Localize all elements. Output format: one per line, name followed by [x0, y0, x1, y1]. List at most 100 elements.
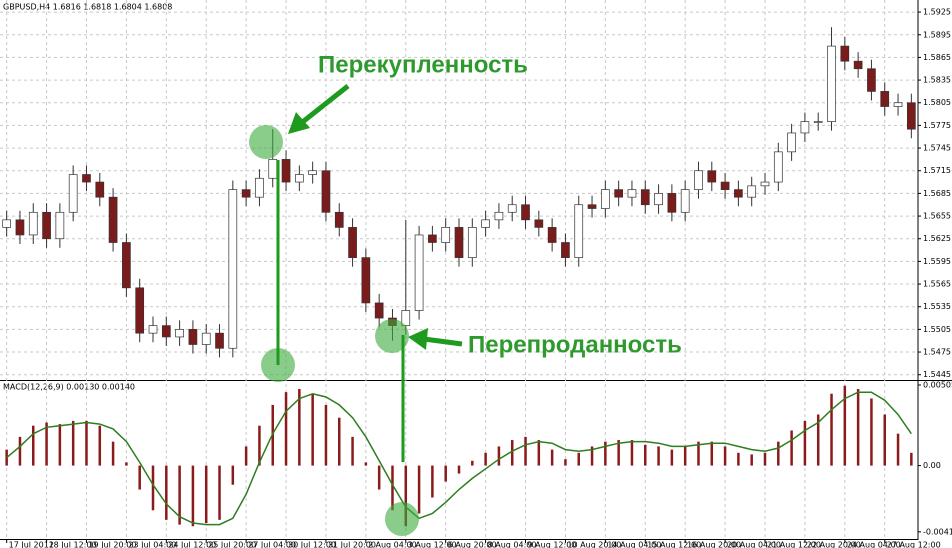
candle-body: [760, 181, 770, 187]
x-tick-label: 16 Aug 20:00: [687, 541, 741, 548]
candle-body: [68, 174, 78, 213]
arrow: [423, 336, 463, 347]
y-tick-label: 1.5625: [923, 234, 951, 243]
y-tick-label: 0.00: [923, 461, 941, 470]
candle-body: [334, 211, 344, 228]
candle-body: [95, 181, 105, 198]
candle-body: [893, 102, 903, 107]
candle-body: [654, 193, 663, 206]
y-tick-label: 1.5925: [923, 8, 951, 17]
x-tick-label: 23 Jul 04:00: [128, 541, 176, 548]
candle-body: [175, 329, 184, 338]
candle-body: [494, 211, 504, 221]
y-tick-label: 1.5835: [923, 76, 951, 85]
arrow: [298, 84, 350, 126]
candle-body: [55, 211, 65, 240]
x-tick-label: 24 Jul 12:00: [168, 541, 216, 548]
y-tick-label: 1.5685: [923, 189, 951, 198]
y-tick-label: 1.5595: [923, 257, 951, 266]
candle-body: [122, 242, 131, 289]
candle-body: [201, 332, 211, 345]
candle-body: [15, 219, 25, 236]
candle-body: [547, 227, 557, 243]
candle-body: [800, 121, 810, 134]
signal-line: [6, 391, 912, 526]
candle-body: [374, 302, 384, 319]
candle-body: [161, 325, 171, 338]
x-tick-label: 27 Jul 04:00: [248, 541, 296, 548]
candle-body: [135, 287, 145, 334]
candle-body: [441, 227, 451, 243]
y-tick-label: 1.5655: [923, 212, 951, 221]
candle-body: [241, 189, 251, 198]
y-tick-label: 1.5535: [923, 302, 951, 311]
x-tick-label: 27 Aug 12:00: [887, 541, 941, 548]
candle-body: [773, 151, 783, 183]
chart-title: GBPUSD,H4 1.6816 1.6818 1.6804 1.6808: [3, 3, 172, 12]
x-tick-label: 3 Aug 12:00: [408, 541, 457, 548]
candle-body: [42, 211, 51, 240]
x-tick-label: 25 Jul 20:00: [208, 541, 256, 548]
x-tick-label: 6 Aug 20:00: [448, 541, 497, 548]
candle-body: [215, 332, 224, 349]
candle-body: [747, 185, 757, 198]
candle-body: [481, 219, 490, 228]
y-tick-label: 1.5715: [923, 166, 951, 175]
y-tick-label: -0.00415: [923, 527, 952, 536]
candle-body: [601, 189, 610, 209]
candle-body: [82, 174, 91, 183]
highlight: [249, 125, 283, 159]
candle-body: [813, 121, 823, 123]
y-tick-label: 0.00505: [923, 380, 952, 389]
candle-body: [2, 219, 11, 228]
candle-body: [255, 177, 264, 198]
candle-body: [827, 45, 836, 122]
x-tick-label: 31 Jul 20:00: [328, 541, 376, 548]
candle-body: [414, 234, 424, 311]
candle-body: [614, 189, 623, 198]
candle-body: [348, 227, 357, 258]
annotation: Перепроданность: [468, 331, 682, 358]
annotations: Перекупленность Перепроданность: [249, 51, 682, 536]
candle-body: [401, 310, 411, 326]
candle-body: [561, 242, 570, 258]
x-tick-label: 20 Aug 04:00: [727, 541, 781, 548]
x-tick-label: 15 Aug 12:00: [647, 541, 701, 548]
candle-body: [361, 257, 371, 304]
candle-body: [148, 325, 158, 334]
candle-body: [720, 181, 730, 190]
candle-body: [907, 102, 916, 130]
highlight: [385, 502, 419, 536]
x-tick-label: 30 Jul 12:00: [288, 541, 336, 548]
candle-body: [28, 211, 38, 236]
y-tick-label: 1.5475: [923, 348, 951, 357]
y-tick-label: 1.5565: [923, 280, 951, 289]
x-tick-label: 21 Aug 12:00: [767, 541, 821, 548]
candle-body: [694, 170, 703, 190]
indicator-title: MACD(12,26,9) 0.00130 0.00140: [3, 383, 135, 392]
candle-body: [640, 189, 650, 206]
candle-body: [627, 189, 637, 198]
candle-body: [281, 159, 291, 183]
candle-body: [454, 227, 464, 258]
candle-body: [308, 170, 317, 175]
candle-body: [667, 193, 677, 213]
candle-body: [574, 204, 584, 258]
y-tick-label: 1.5445: [923, 370, 951, 379]
x-tick-label: 10 Aug 20:00: [567, 541, 621, 548]
y-tick-label: 1.5745: [923, 144, 951, 153]
arrow-head: [408, 328, 428, 350]
candle-body: [188, 329, 198, 345]
x-tick-label: 17 Jul 2012: [9, 541, 54, 548]
x-tick-label: 22 Aug 20:00: [807, 541, 861, 548]
candle-body: [880, 91, 890, 107]
candle-body: [534, 219, 544, 228]
candle-body: [108, 196, 118, 243]
arrow-head: [288, 112, 310, 134]
candle-body: [734, 189, 743, 198]
x-tick-label: 19 Jul 20:00: [88, 541, 136, 548]
x-tick-label: 18 Jul 12:00: [49, 541, 97, 548]
candle-body: [707, 170, 717, 183]
candle-body: [587, 204, 597, 209]
